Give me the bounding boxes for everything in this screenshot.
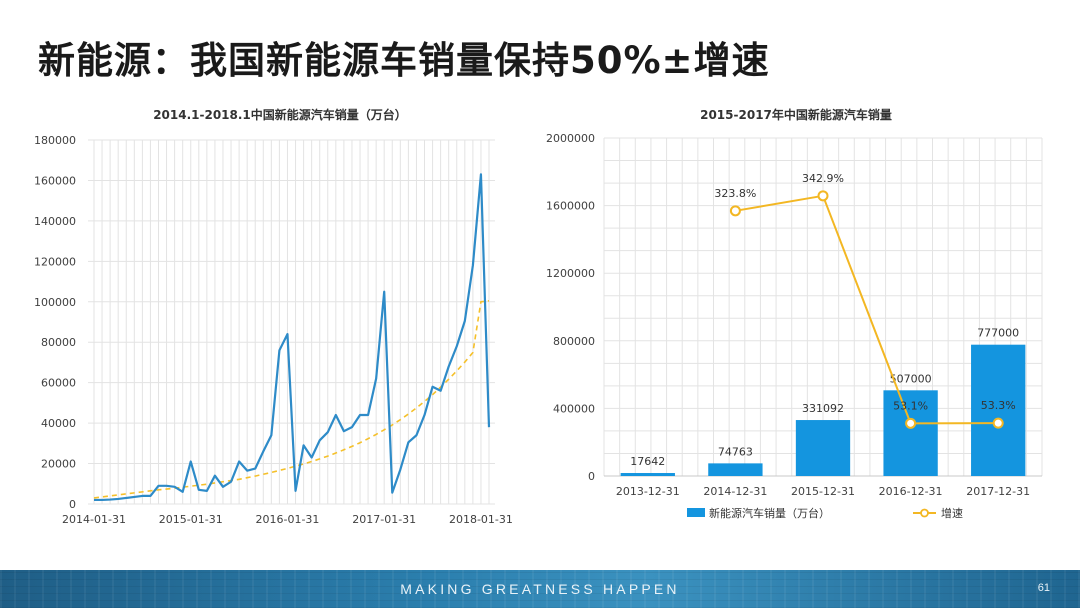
- growth-point: [817, 190, 829, 202]
- left-y-tick-label: 0: [69, 498, 76, 511]
- left-plot-area: [88, 140, 495, 504]
- right-chart-title: 2015-2017年中国新能源汽车销量: [700, 107, 892, 122]
- left-y-tick-label: 100000: [34, 296, 76, 309]
- left-x-tick-label: 2018-01-31: [449, 513, 513, 526]
- left-y-tick-label: 60000: [41, 377, 76, 390]
- bar: [708, 463, 763, 476]
- bar-data-label: 777000: [977, 327, 1019, 340]
- bar: [795, 420, 851, 476]
- right-y-tick-label: 1200000: [546, 267, 595, 280]
- left-y-tick-label: 140000: [34, 215, 76, 228]
- legend-bar-label: 新能源汽车销量（万台）: [709, 506, 830, 520]
- legend-line-label: 增速: [941, 506, 963, 520]
- left-y-tick-label: 20000: [41, 458, 76, 471]
- left-y-tick-label: 120000: [34, 255, 76, 268]
- left-y-tick-label: 80000: [41, 336, 76, 349]
- left-chart-title: 2014.1-2018.1中国新能源汽车销量（万台）: [153, 107, 407, 122]
- left-chart-svg: 2014.1-2018.1中国新能源汽车销量（万台） 0 20000 40000 600…: [34, 107, 513, 526]
- right-y-tick-label: 2000000: [546, 132, 595, 145]
- right-y-tick-label: 800000: [553, 335, 595, 348]
- right-x-tick-label: 2017-12-31: [966, 485, 1030, 498]
- growth-point: [729, 205, 741, 217]
- left-y-tick-label: 160000: [34, 174, 76, 187]
- left-x-tick-label: 2017-01-31: [352, 513, 416, 526]
- left-chart: 2014.1-2018.1中国新能源汽车销量（万台） 0 20000 40000 600…: [0, 95, 540, 535]
- left-x-tick-label: 2016-01-31: [256, 513, 320, 526]
- page-number: 61: [1037, 582, 1050, 594]
- right-x-tick-label: 2015-12-31: [791, 485, 855, 498]
- bar: [620, 473, 675, 476]
- growth-data-label: 323.8%: [714, 187, 756, 200]
- growth-point: [992, 417, 1004, 429]
- growth-data-label: 53.1%: [893, 399, 928, 412]
- left-x-tick-label: 2015-01-31: [159, 513, 223, 526]
- bar-data-label: 17642: [630, 455, 665, 468]
- growth-data-label: 342.9%: [802, 172, 844, 185]
- right-y-tick-label: 1600000: [546, 200, 595, 213]
- bar: [883, 390, 938, 476]
- right-y-tick-label: 400000: [553, 402, 595, 415]
- growth-line: [735, 194, 999, 425]
- legend-line-marker: [920, 508, 929, 518]
- footer-banner: MAKING GREATNESS HAPPEN 61: [0, 570, 1080, 608]
- footer-slogan: MAKING GREATNESS HAPPEN: [400, 581, 680, 597]
- growth-point: [905, 417, 917, 429]
- bar-data-label: 74763: [718, 445, 753, 458]
- left-sales-line: [94, 173, 491, 502]
- left-trend-line: [93, 299, 490, 499]
- right-x-tick-label: 2016-12-31: [879, 485, 943, 498]
- right-chart-svg: 2015-2017年中国新能源汽车销量 0 400000 800000 1200000 1…: [546, 107, 1043, 520]
- left-x-tick-label: 2014-01-31: [62, 513, 126, 526]
- bar-data-label: 507000: [890, 372, 932, 385]
- left-y-tick-label: 180000: [34, 134, 76, 147]
- slide-title: 新能源：我国新能源车销量保持50%±增速: [38, 39, 770, 82]
- right-x-tick-label: 2013-12-31: [616, 485, 680, 498]
- bar: [971, 344, 1026, 476]
- bar-data-label: 331092: [802, 402, 844, 415]
- right-y-tick-label: 0: [588, 470, 595, 483]
- right-x-tick-label: 2014-12-31: [703, 485, 767, 498]
- growth-data-label: 53.3%: [981, 399, 1016, 412]
- right-chart: 2015-2017年中国新能源汽车销量 0 400000 800000 1200000 1…: [540, 95, 1080, 535]
- legend-bar-swatch: [687, 508, 705, 517]
- left-y-tick-label: 40000: [41, 417, 76, 430]
